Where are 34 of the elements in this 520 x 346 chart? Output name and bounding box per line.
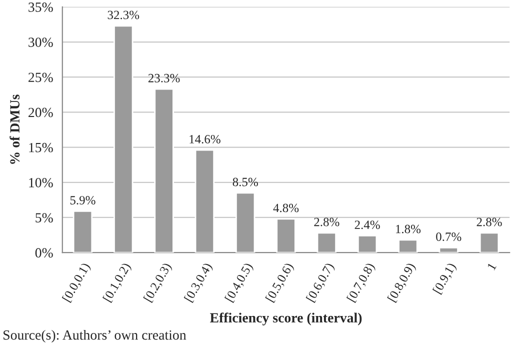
bar — [114, 25, 134, 253]
x-tick-label: 1 — [487, 262, 496, 270]
data-label: 14.6% — [190, 134, 220, 144]
bar — [316, 232, 336, 253]
data-label: 1.8% — [396, 224, 421, 234]
data-label: 2.4% — [354, 220, 380, 230]
y-tick-label: 5% — [36, 213, 53, 222]
data-label: 5.9% — [70, 196, 96, 205]
y-tick-label: 15% — [29, 142, 53, 152]
bar — [357, 235, 378, 253]
y-tick-label: 25% — [28, 72, 53, 82]
data-label: 0.7% — [436, 232, 462, 242]
bar — [72, 210, 93, 253]
data-label: 32.3% — [108, 10, 140, 20]
source-note: Source(s): Authors’ own creation — [4, 330, 186, 343]
data-label: 2.8% — [476, 218, 502, 226]
bar — [194, 149, 215, 253]
bar — [479, 232, 500, 253]
y-tick-label: 30% — [28, 38, 53, 48]
bar — [438, 246, 458, 253]
bar — [276, 218, 296, 253]
data-label: 8.5% — [232, 178, 258, 186]
bar — [154, 88, 174, 253]
bar — [236, 192, 256, 253]
y-tick-label: 10% — [29, 178, 53, 188]
y-tick-label: 0% — [35, 248, 53, 258]
y-tick-label: 35% — [28, 2, 53, 12]
bar — [398, 239, 418, 253]
data-label: 4.8% — [273, 204, 299, 212]
data-label: 2.8% — [314, 218, 340, 226]
x-axis-title: Efficiency score (interval) — [210, 312, 362, 326]
y-axis-title: % of DMUs — [10, 94, 20, 164]
y-tick-label: 20% — [28, 108, 53, 118]
data-label: 23.3% — [148, 74, 180, 82]
